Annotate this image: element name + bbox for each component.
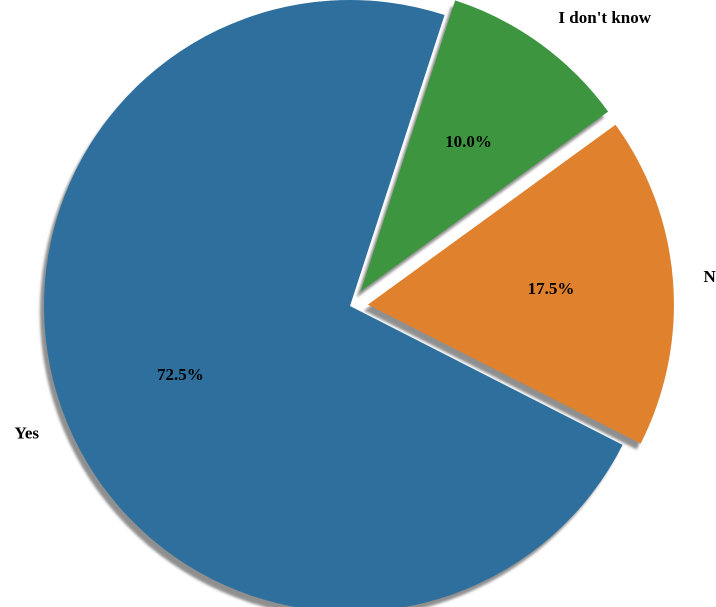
slice-percent-label: 17.5%	[528, 279, 575, 298]
slice-percent-label: 72.5%	[157, 365, 204, 384]
pie-label-layer: 72.5% Yes 17.5% No 10.0% I don't know	[14, 8, 716, 443]
pie-slice-yes	[44, 0, 623, 607]
slice-percent-label: 10.0%	[445, 132, 492, 151]
slice-category-label: Yes	[14, 424, 39, 443]
pie-slice-no	[367, 124, 674, 444]
slice-category-label: No	[704, 267, 716, 286]
pie-slice-i-don-t-know	[360, 0, 609, 292]
pie-slice-layer	[44, 0, 674, 607]
slice-category-label: I don't know	[558, 8, 651, 27]
